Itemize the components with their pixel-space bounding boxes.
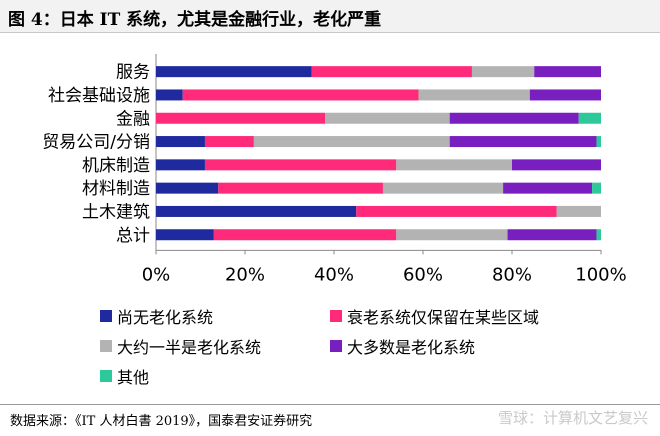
legend-item-5: 其他 [100, 364, 149, 388]
bar-segment [418, 89, 530, 101]
x-tick-label: 40% [314, 264, 354, 285]
legend-item-3: 大约一半是老化系统 [100, 334, 261, 358]
legend-item-1: 尚无老化系统 [100, 304, 213, 328]
bar-segment [529, 89, 601, 101]
bar-segment [325, 112, 450, 124]
legend-label-4: 大多数是老化系统 [347, 338, 476, 357]
bar-segment [507, 229, 597, 241]
bar-segment [218, 182, 383, 194]
category-label: 机床制造 [82, 156, 150, 176]
bar-segment [156, 66, 312, 78]
bar-segment [356, 205, 557, 217]
legend-label-2: 衰老系统仅保留在某些区域 [347, 308, 540, 327]
category-label: 社会基础设施 [48, 86, 150, 106]
x-tick-label: 80% [492, 264, 532, 285]
bar-segment [449, 136, 597, 148]
bar-segment [156, 229, 214, 241]
watermark-text: 雪球：计算机文艺复兴 [497, 409, 648, 427]
bar-segment [556, 205, 601, 217]
legend-item-4: 大多数是老化系统 [330, 334, 475, 358]
x-tick-label: 100% [575, 264, 626, 285]
bar-segment [156, 136, 205, 148]
category-label: 服务 [116, 63, 150, 83]
bar-segment [512, 159, 601, 171]
bar-segment [534, 66, 601, 78]
x-tick-label: 60% [403, 264, 443, 285]
legend-label-5: 其他 [117, 368, 150, 387]
bar-segment [311, 66, 472, 78]
footer-divider [0, 404, 660, 405]
x-tick-label: 0% [142, 264, 171, 285]
legend-swatch-5 [100, 370, 112, 382]
bar-segment [213, 229, 397, 241]
title-bar: 图 4：日本 IT 系统，尤其是金融行业，老化严重 [0, 0, 660, 33]
legend: 尚无老化系统 衰老系统仅保留在某些区域 大约一半是老化系统 大多数是老化系统 其… [0, 298, 660, 398]
bar-segment [503, 182, 593, 194]
category-label: 金融 [116, 109, 150, 129]
bar-segment [596, 136, 601, 148]
legend-swatch-4 [330, 340, 342, 352]
bar-segment [156, 205, 357, 217]
figure-title: 图 4：日本 IT 系统，尤其是金融行业，老化严重 [8, 10, 382, 30]
source-note: 数据来源：《IT 人材白書 2019》，国泰君安证券研究 [10, 414, 313, 429]
legend-label-3: 大约一半是老化系统 [117, 338, 262, 357]
bar-segment [204, 159, 397, 171]
category-label: 贸易公司/分销 [42, 133, 150, 153]
bar-segment [156, 89, 183, 101]
bar-segment [592, 182, 601, 194]
bar-segment [382, 182, 504, 194]
bar-segment [182, 89, 419, 101]
legend-swatch-2 [330, 310, 342, 322]
bar-segment [471, 66, 535, 78]
legend-swatch-3 [100, 340, 112, 352]
bar-segment [156, 182, 219, 194]
bar-segment [396, 159, 512, 171]
bar-segment [156, 159, 205, 171]
bar-segment [204, 136, 254, 148]
category-label: 材料制造 [82, 179, 150, 199]
category-label: 总计 [116, 226, 150, 246]
bar-segment [596, 229, 601, 241]
category-label: 土木建筑 [82, 202, 150, 222]
bar-segment [578, 112, 601, 124]
legend-item-2: 衰老系统仅保留在某些区域 [330, 304, 539, 328]
legend-swatch-1 [100, 310, 112, 322]
bar-segment [253, 136, 450, 148]
bar-segment [449, 112, 579, 124]
bar-segment [396, 229, 508, 241]
x-tick-label: 20% [225, 264, 265, 285]
legend-label-1: 尚无老化系统 [117, 308, 214, 327]
bar-segment [156, 112, 326, 124]
